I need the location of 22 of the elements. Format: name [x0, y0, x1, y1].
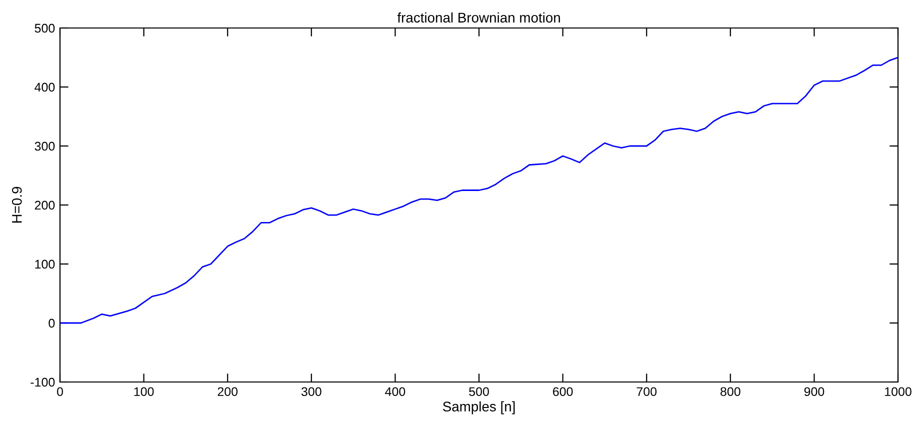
line-series [60, 56, 898, 324]
y-tick-label: 100 [35, 260, 55, 269]
x-tick-label: 700 [636, 387, 657, 396]
chart-title: fractional Brownian motion [397, 12, 560, 23]
x-tick-label: 1000 [885, 387, 912, 396]
y-tick-label: -100 [30, 378, 55, 387]
x-tick-label: 0 [57, 387, 63, 396]
x-tick-label: 800 [720, 387, 740, 396]
y-tick-label: 300 [34, 142, 55, 151]
x-tick-label: 100 [134, 387, 154, 396]
x-axis-title: Samples [n] [442, 401, 515, 414]
y-axis-title: H=0.9 [12, 186, 22, 223]
x-tick-label: 900 [804, 387, 824, 396]
y-tick-label: 0 [48, 318, 55, 328]
x-tick-label: 300 [301, 387, 322, 396]
x-tick-label: 600 [553, 387, 573, 396]
x-tick-label: 200 [218, 387, 238, 396]
y-tick-label: 200 [34, 200, 55, 210]
y-tick-label: 400 [34, 82, 55, 92]
y-tick-label: 500 [34, 24, 55, 33]
x-tick-label: 400 [385, 387, 406, 396]
x-tick-label: 500 [469, 387, 489, 396]
